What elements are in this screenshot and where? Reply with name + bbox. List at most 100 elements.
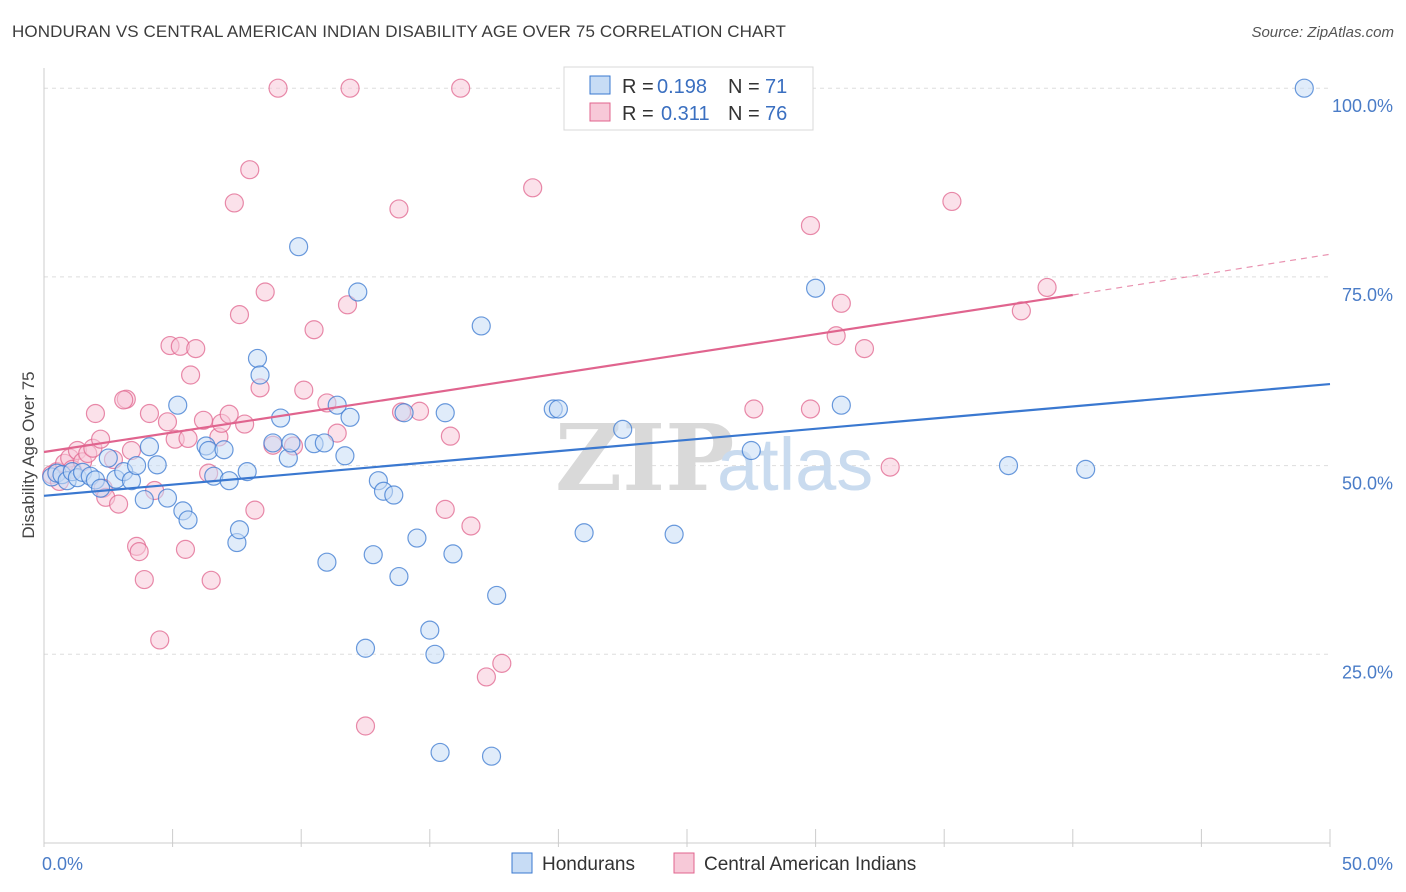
point-central-american-indian [800,215,821,236]
point-honduran [134,489,154,510]
point-central-american-indian [440,426,460,446]
point-honduran [250,365,270,385]
point-honduran [157,488,178,508]
point-central-american-indian [150,630,170,650]
point-honduran [98,448,118,468]
point-honduran [664,524,684,544]
point-central-american-indian [435,499,455,519]
point-honduran [548,399,569,419]
point-central-american-indian [178,428,198,449]
point-central-american-indian [90,429,111,449]
legend-r-label: R = [622,103,654,125]
point-honduran [363,545,383,565]
point-honduran [317,552,337,572]
point-honduran [247,348,268,369]
point-central-american-indian [831,293,851,313]
point-honduran [139,437,160,457]
legend-n-label: N = [728,103,760,125]
point-central-american-indian [245,500,265,520]
point-central-american-indian [219,404,239,424]
point-central-american-indian [523,178,543,198]
point-central-american-indian [476,667,496,687]
point-central-american-indian [1037,277,1057,298]
point-central-american-indian [744,399,764,419]
point-central-american-indian [186,339,206,359]
point-central-american-indian [181,365,201,385]
point-central-american-indian [800,399,821,419]
point-central-american-indian [355,716,376,736]
legend-r-value-hondurans: 0.198 [657,76,707,98]
point-central-american-indian [942,191,962,212]
point-honduran [831,395,851,415]
point-honduran [263,433,283,453]
point-central-american-indian [201,570,221,590]
axes [43,68,1331,847]
point-honduran [289,237,309,257]
point-central-american-indian [451,78,471,98]
bottom-legend-label-hondurans: Hondurans [542,854,635,875]
point-central-american-indian [85,403,106,424]
point-honduran [237,462,257,482]
point-central-american-indian [229,305,250,325]
y-tick-labels: 25.0% 50.0% 75.0% 100.0% [1332,96,1393,682]
point-honduran [90,478,111,498]
y-tick-label-100: 100.0% [1332,96,1393,116]
point-honduran [1076,459,1096,479]
point-honduran [229,520,250,540]
point-central-american-indian [304,320,324,340]
point-central-american-indian [175,539,196,559]
point-central-american-indian [255,282,275,302]
bottom-legend-label-central-american-indians: Central American Indians [704,854,916,875]
source-label: Source: ZipAtlas.com [1251,24,1394,41]
watermark-atlas: atlas [717,423,873,506]
point-central-american-indian [108,494,129,514]
point-honduran [805,278,826,298]
point-honduran [281,433,301,453]
point-central-american-indian [340,78,360,98]
point-honduran [481,746,502,766]
point-honduran [998,455,1019,476]
point-honduran [214,440,234,460]
point-honduran [487,585,507,606]
grid-lines [44,87,1330,655]
point-central-american-indian [492,653,512,673]
point-central-american-indian [880,457,900,477]
point-honduran [425,644,445,664]
point-honduran [147,455,167,475]
legend-n-value-central-american-indians: 76 [765,103,787,125]
point-honduran [430,742,450,763]
point-central-american-indian [294,380,314,400]
legend-n-label: N = [728,76,760,98]
point-central-american-indian [327,423,347,443]
point-honduran [340,407,360,427]
point-central-american-indian [240,160,260,180]
point-honduran [126,455,147,476]
point-honduran [389,566,409,587]
legend-swatch-hondurans [589,75,611,95]
y-tick-label-25: 25.0% [1342,662,1393,682]
trend-line-hondurans [43,382,1331,497]
legend-r-value-central-american-indians: 0.311 [661,103,710,125]
legend-n-value-hondurans: 71 [765,76,787,98]
point-central-american-indian [157,412,178,432]
watermark-zip: ZIP [555,404,734,512]
bottom-legend: Hondurans Central American Indians [511,852,916,875]
point-honduran [741,440,761,461]
point-honduran [1294,78,1314,98]
point-central-american-indian [139,403,160,424]
point-honduran [613,419,633,439]
legend-swatch-central-american-indians [589,102,611,122]
point-honduran [574,523,594,543]
point-central-american-indian [129,542,149,562]
point-central-american-indian [268,78,288,98]
point-honduran [435,403,455,423]
legend: R = 0.198 N = 71 R = 0.311 N = 76 [563,66,814,131]
point-honduran [471,316,491,336]
x-tick-label-max: 50.0% [1342,854,1393,874]
point-honduran [355,638,376,658]
point-central-american-indian [461,516,481,536]
point-central-american-indian [134,569,154,590]
point-honduran [394,403,414,423]
trend-line-extension [1072,253,1331,296]
